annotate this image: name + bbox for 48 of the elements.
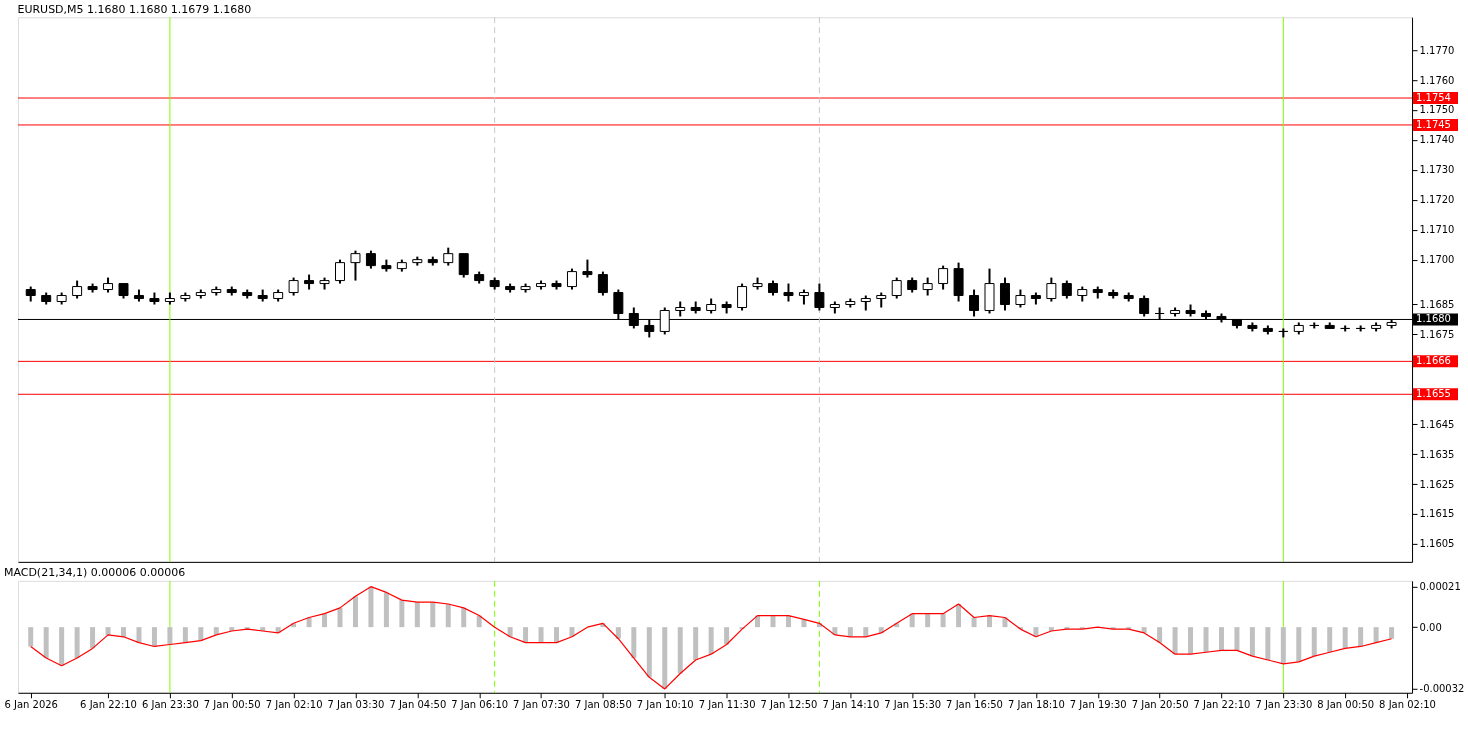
x-tick-label: 6 Jan 2026 xyxy=(4,699,58,711)
y-tick-label: -0.00032 xyxy=(1419,683,1465,695)
x-tick-label: 7 Jan 00:50 xyxy=(203,699,261,711)
x-tick-label: 7 Jan 19:30 xyxy=(1069,699,1127,711)
x-tick-label: 7 Jan 22:10 xyxy=(1193,699,1251,711)
y-tick-label: 1.1750 xyxy=(1419,104,1455,116)
x-tick-label: 7 Jan 08:50 xyxy=(574,699,632,711)
x-tick-label: 7 Jan 07:30 xyxy=(513,699,570,711)
y-tick-label: 1.1730 xyxy=(1419,164,1455,176)
y-tick-label: 0.00 xyxy=(1419,621,1442,633)
x-tick-label: 6 Jan 22:10 xyxy=(80,699,137,711)
y-tick-label: 0.00021 xyxy=(1419,581,1461,593)
x-tick-label: 7 Jan 04:50 xyxy=(389,699,447,711)
x-tick-label: 6 Jan 23:30 xyxy=(141,699,199,711)
y-tick-label: 1.1760 xyxy=(1419,74,1455,86)
x-tick-label: 7 Jan 15:30 xyxy=(884,699,942,711)
x-tick-label: 7 Jan 18:10 xyxy=(1007,699,1065,711)
x-tick-label: 7 Jan 14:10 xyxy=(822,699,880,711)
y-tick-label: 1.1710 xyxy=(1419,224,1455,236)
chart-title: MACD(21,34,1) 0.00006 0.00006 xyxy=(3,566,186,580)
y-tick-label: 1.1740 xyxy=(1419,134,1455,146)
x-tick-label: 8 Jan 02:10 xyxy=(1379,699,1436,711)
y-tick-label: 1.1625 xyxy=(1419,478,1455,490)
y-tick-label: 1.1605 xyxy=(1419,538,1455,550)
x-tick-label: 7 Jan 02:10 xyxy=(265,699,323,711)
ref-line-label: 1.1655 xyxy=(1416,388,1451,400)
y-tick-label: 1.1770 xyxy=(1419,44,1455,56)
y-tick-label: 1.1645 xyxy=(1419,418,1455,430)
ref-line-label: 1.1745 xyxy=(1416,118,1451,130)
x-tick-label: 7 Jan 23:30 xyxy=(1255,699,1313,711)
x-tick-label: 7 Jan 06:10 xyxy=(451,699,509,711)
ref-line-label: 1.1666 xyxy=(1416,355,1451,367)
x-tick-label: 7 Jan 16:50 xyxy=(946,699,1003,711)
x-tick-label: 7 Jan 20:50 xyxy=(1131,699,1189,711)
x-tick-label: 7 Jan 11:30 xyxy=(698,699,756,711)
chart-title: EURUSD,M5 1.1680 1.1680 1.1679 1.1680 xyxy=(17,2,252,16)
x-tick-label: 7 Jan 03:30 xyxy=(327,699,385,711)
x-tick-label: 8 Jan 00:50 xyxy=(1317,699,1375,711)
x-tick-label: 7 Jan 10:10 xyxy=(636,699,694,711)
y-tick-label: 1.1685 xyxy=(1419,299,1455,311)
y-tick-label: 1.1675 xyxy=(1419,328,1455,340)
ref-line-label: 1.1680 xyxy=(1416,313,1451,325)
y-tick-label: 1.1700 xyxy=(1419,254,1455,266)
y-tick-label: 1.1615 xyxy=(1419,508,1455,520)
ref-line-label: 1.1754 xyxy=(1416,92,1451,104)
y-tick-label: 1.1635 xyxy=(1419,448,1455,460)
x-tick-label: 7 Jan 12:50 xyxy=(760,699,818,711)
y-tick-label: 1.1720 xyxy=(1419,194,1455,206)
